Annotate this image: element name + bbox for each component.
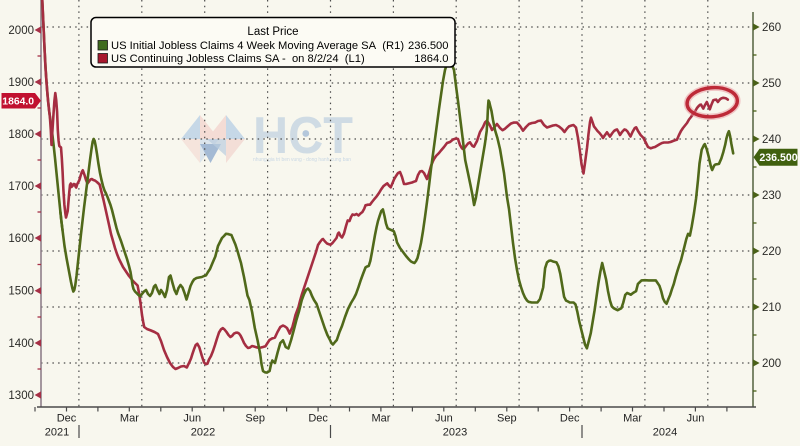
svg-text:1900: 1900 [8,77,34,89]
svg-text:Mar: Mar [372,413,391,425]
svg-text:Dec: Dec [308,413,328,425]
svg-text:Sep: Sep [497,413,517,425]
svg-text:260: 260 [762,22,781,34]
svg-text:2023: 2023 [443,427,467,439]
svg-text:1400: 1400 [8,338,34,350]
svg-text:250: 250 [762,78,781,90]
svg-text:2021: 2021 [45,427,69,439]
svg-text:1500: 1500 [8,286,34,298]
svg-text:1800: 1800 [8,129,34,141]
svg-text:Sep: Sep [245,413,265,425]
svg-text:Mar: Mar [623,413,642,425]
svg-text:200: 200 [762,358,781,370]
svg-text:1864.0: 1864.0 [414,53,448,65]
svg-text:2022: 2022 [191,427,215,439]
svg-text:1300: 1300 [8,390,34,402]
svg-text:US Initial Jobless Claims 4 We: US Initial Jobless Claims 4 Week Moving … [111,40,404,52]
svg-text:Last Price: Last Price [247,26,298,38]
svg-text:210: 210 [762,302,781,314]
svg-text:2024: 2024 [653,427,677,439]
svg-text:Dec: Dec [57,413,77,425]
svg-text:Jun: Jun [435,413,453,425]
svg-text:nhung gia tri ben vung - dong: nhung gia tri ben vung - dong hanh cung … [253,157,351,163]
svg-text:230: 230 [762,190,781,202]
svg-text:2000: 2000 [8,25,34,37]
svg-text:220: 220 [762,246,781,258]
svg-text:US Continuing Jobless Claims S: US Continuing Jobless Claims SA - on 8/2… [111,53,365,65]
svg-text:Jun: Jun [687,413,705,425]
svg-text:240: 240 [762,134,781,146]
svg-text:Jun: Jun [183,413,201,425]
svg-text:236.500: 236.500 [408,40,448,52]
svg-text:1600: 1600 [8,233,34,245]
svg-text:Dec: Dec [560,413,580,425]
svg-text:1864.0: 1864.0 [2,97,34,108]
svg-text:Mar: Mar [120,413,139,425]
svg-text:1700: 1700 [8,181,34,193]
svg-text:236.500: 236.500 [759,152,797,164]
